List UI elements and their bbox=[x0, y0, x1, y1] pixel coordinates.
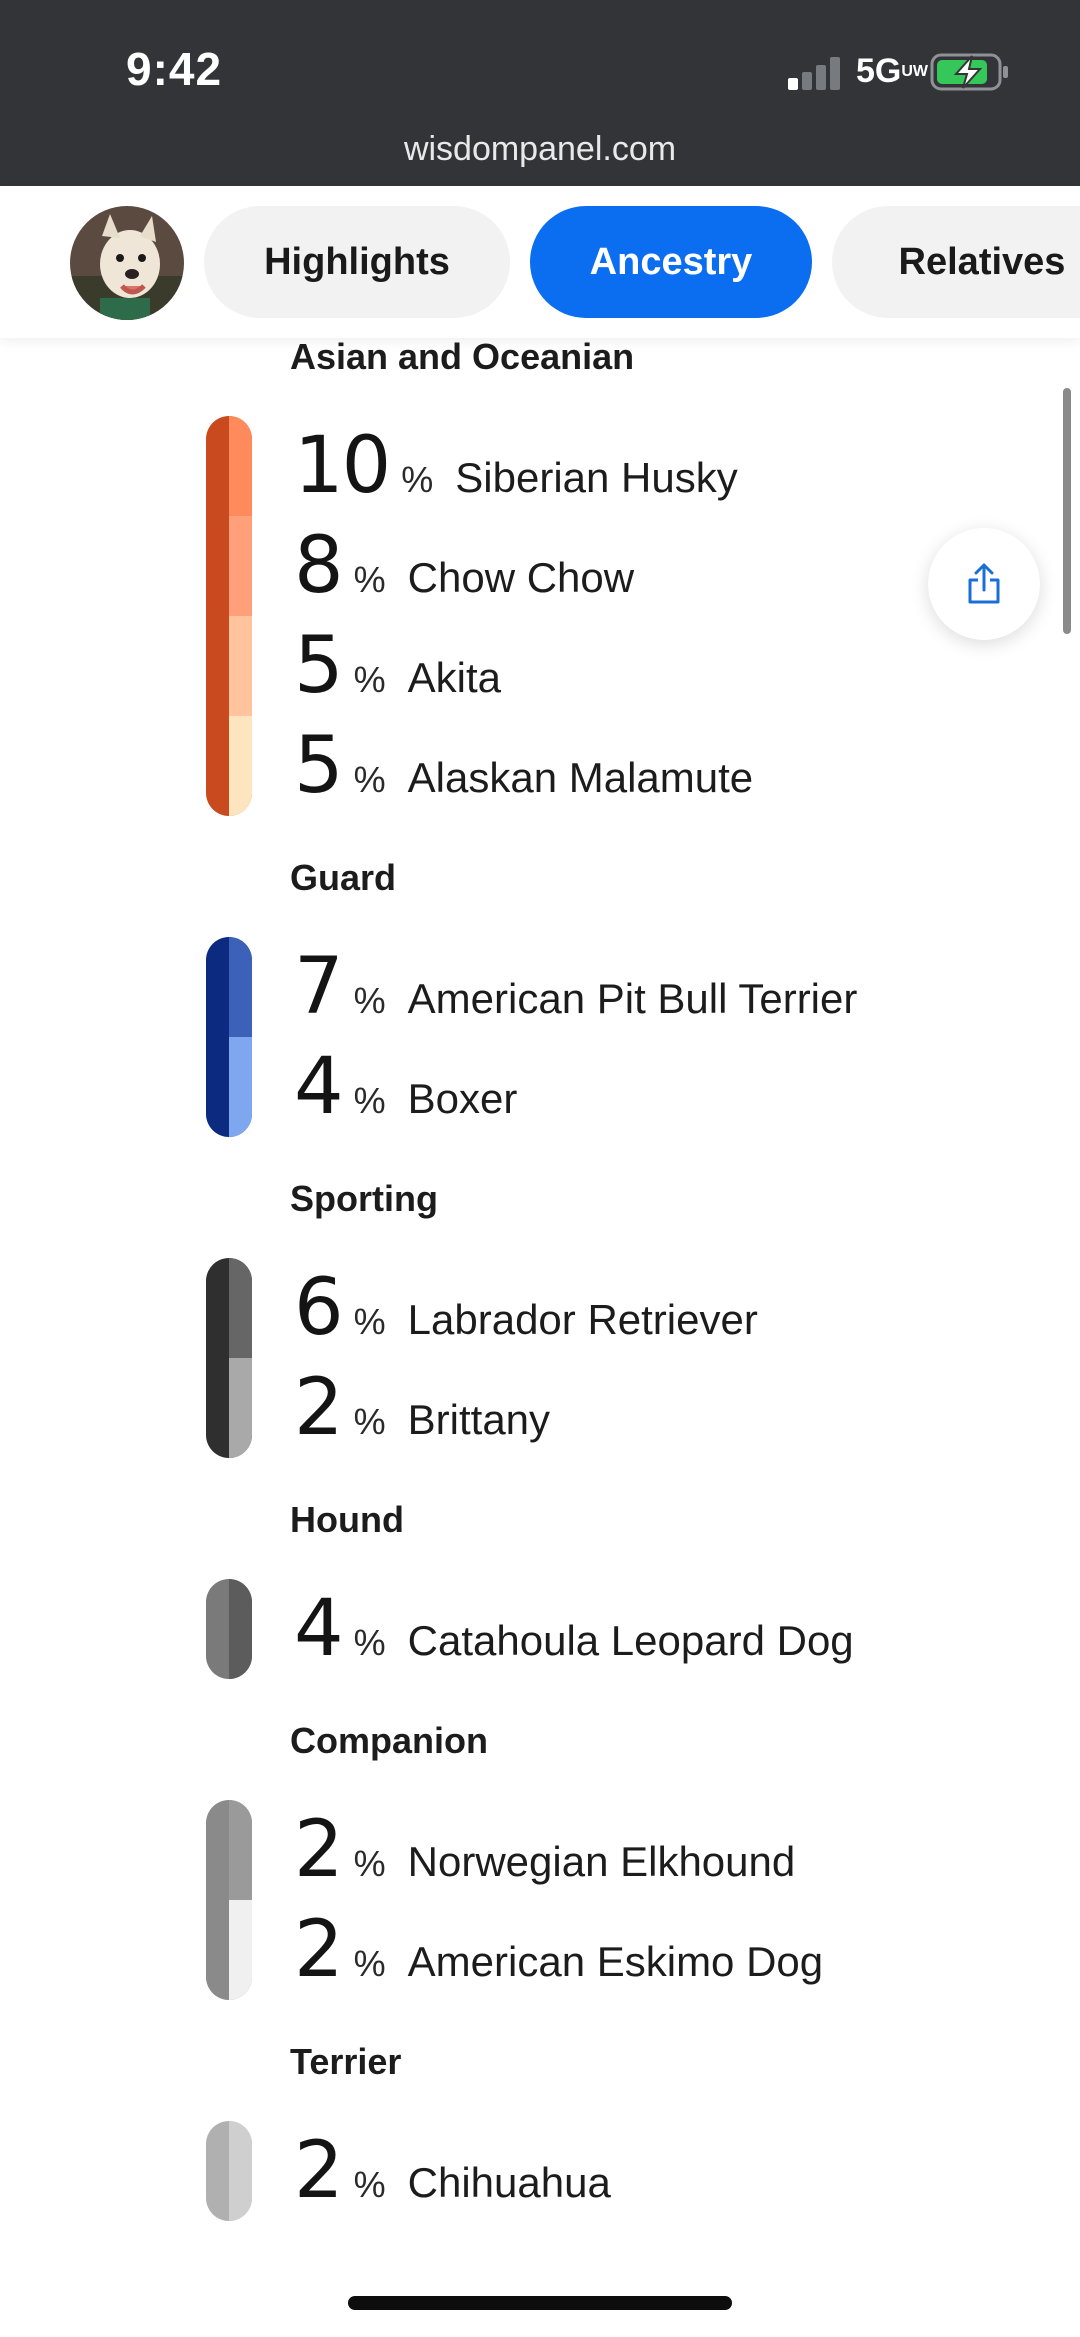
percent-sign: % bbox=[353, 1843, 386, 1884]
breed-name: Boxer bbox=[407, 1075, 518, 1122]
group-title: Terrier bbox=[290, 2041, 402, 2082]
breed-percent: 2 bbox=[294, 1905, 344, 1995]
breed-row[interactable]: 2% Chihuahua bbox=[294, 2121, 611, 2221]
breed-name: Siberian Husky bbox=[455, 454, 738, 501]
group-color-bar bbox=[206, 416, 252, 816]
share-icon bbox=[968, 563, 1000, 604]
breed-bar-segment bbox=[229, 716, 252, 816]
breed-row[interactable]: 8% Chow Chow bbox=[294, 516, 634, 616]
battery-charging-icon bbox=[930, 53, 1008, 91]
breed-name: Catahoula Leopard Dog bbox=[407, 1617, 854, 1664]
breed-row[interactable]: 5% Alaskan Malamute bbox=[294, 716, 753, 816]
breed-name: Norwegian Elkhound bbox=[407, 1838, 796, 1885]
percent-sign: % bbox=[353, 1943, 386, 1984]
breed-name: Labrador Retriever bbox=[407, 1296, 758, 1343]
breed-name: Chihuahua bbox=[407, 2159, 611, 2206]
group-title: Sporting bbox=[290, 1178, 438, 1219]
breed-name: American Pit Bull Terrier bbox=[407, 975, 858, 1022]
group-title: Guard bbox=[290, 857, 397, 898]
group-color-bar bbox=[206, 1579, 252, 1679]
breed-percent: 5 bbox=[294, 721, 344, 811]
tab-relatives[interactable]: Relatives bbox=[832, 206, 1080, 318]
breed-bar-segment bbox=[229, 616, 252, 716]
tab-ancestry[interactable]: Ancestry bbox=[530, 206, 812, 318]
breed-row[interactable]: 4% Boxer bbox=[294, 1037, 517, 1137]
breed-row[interactable]: 10% Siberian Husky bbox=[294, 416, 738, 516]
group-color-bar bbox=[206, 937, 252, 1137]
network-label: 5G bbox=[856, 52, 902, 90]
breed-row[interactable]: 2% Brittany bbox=[294, 1358, 550, 1458]
group-title: Companion bbox=[290, 1720, 488, 1761]
breed-bar-segment bbox=[229, 1800, 252, 1900]
breed-bar-segment bbox=[229, 1037, 252, 1137]
percent-sign: % bbox=[401, 459, 434, 500]
breed-percent: 7 bbox=[294, 942, 344, 1032]
breed-bar-segment bbox=[229, 1900, 252, 2000]
network-sub-label: UW bbox=[901, 63, 929, 80]
scrollbar[interactable] bbox=[1063, 388, 1071, 634]
home-indicator[interactable] bbox=[348, 2296, 732, 2310]
breed-percent: 8 bbox=[294, 521, 344, 611]
ancestry-nav: Highlights Ancestry Relatives bbox=[0, 186, 1080, 338]
breed-row[interactable]: 7% American Pit Bull Terrier bbox=[294, 937, 857, 1037]
breed-percent: 4 bbox=[294, 1042, 344, 1132]
network-indicator: 5GUW bbox=[856, 52, 929, 91]
breed-percent: 6 bbox=[294, 1263, 344, 1353]
breed-name: American Eskimo Dog bbox=[407, 1938, 824, 1985]
breed-percent: 4 bbox=[294, 1584, 344, 1674]
breed-row[interactable]: 5% Akita bbox=[294, 616, 501, 716]
breed-bar-segment bbox=[229, 516, 252, 616]
breed-bar-segment bbox=[229, 416, 252, 516]
breed-percent: 2 bbox=[294, 1805, 344, 1895]
percent-sign: % bbox=[353, 759, 386, 800]
breed-percent: 2 bbox=[294, 1363, 344, 1453]
breed-bar-segment bbox=[229, 2121, 252, 2221]
breed-row[interactable]: 2% American Eskimo Dog bbox=[294, 1900, 823, 2000]
breed-row[interactable]: 2% Norwegian Elkhound bbox=[294, 1800, 795, 1900]
percent-sign: % bbox=[353, 1401, 386, 1442]
breed-name: Akita bbox=[407, 654, 502, 701]
percent-sign: % bbox=[353, 1080, 386, 1121]
group-title: Asian and Oceanian bbox=[290, 336, 635, 377]
group-color-bar bbox=[206, 1258, 252, 1458]
dog-avatar[interactable] bbox=[70, 206, 184, 320]
breed-name: Brittany bbox=[407, 1396, 551, 1443]
share-button[interactable] bbox=[928, 528, 1040, 640]
url-bar[interactable]: wisdompanel.com bbox=[403, 130, 677, 168]
breed-bar-segment bbox=[229, 1579, 252, 1679]
breed-bar-segment bbox=[229, 1258, 252, 1358]
percent-sign: % bbox=[353, 659, 386, 700]
breed-bar-segment bbox=[229, 937, 252, 1037]
group-color-bar bbox=[206, 1800, 252, 2000]
breed-bar-segment bbox=[229, 1358, 252, 1458]
group-color-bar bbox=[206, 2121, 252, 2221]
percent-sign: % bbox=[353, 1622, 386, 1663]
percent-sign: % bbox=[353, 980, 386, 1021]
breed-name: Chow Chow bbox=[407, 554, 635, 601]
breed-percent: 2 bbox=[294, 2126, 344, 2216]
breed-name: Alaskan Malamute bbox=[407, 754, 754, 801]
percent-sign: % bbox=[353, 559, 386, 600]
group-title: Hound bbox=[290, 1499, 404, 1540]
dog-photo-icon bbox=[70, 206, 184, 320]
breed-row[interactable]: 6% Labrador Retriever bbox=[294, 1258, 758, 1358]
breed-percent: 10 bbox=[294, 421, 391, 511]
breed-row[interactable]: 4% Catahoula Leopard Dog bbox=[294, 1579, 854, 1679]
percent-sign: % bbox=[353, 1301, 386, 1342]
percent-sign: % bbox=[353, 2164, 386, 2205]
status-time: 9:42 bbox=[126, 43, 223, 95]
tab-highlights[interactable]: Highlights bbox=[204, 206, 510, 318]
browser-top-bar: 9:42 5GUW wisdompanel.com bbox=[0, 0, 1080, 186]
cellular-signal-icon bbox=[788, 56, 844, 90]
breed-percent: 5 bbox=[294, 621, 344, 711]
